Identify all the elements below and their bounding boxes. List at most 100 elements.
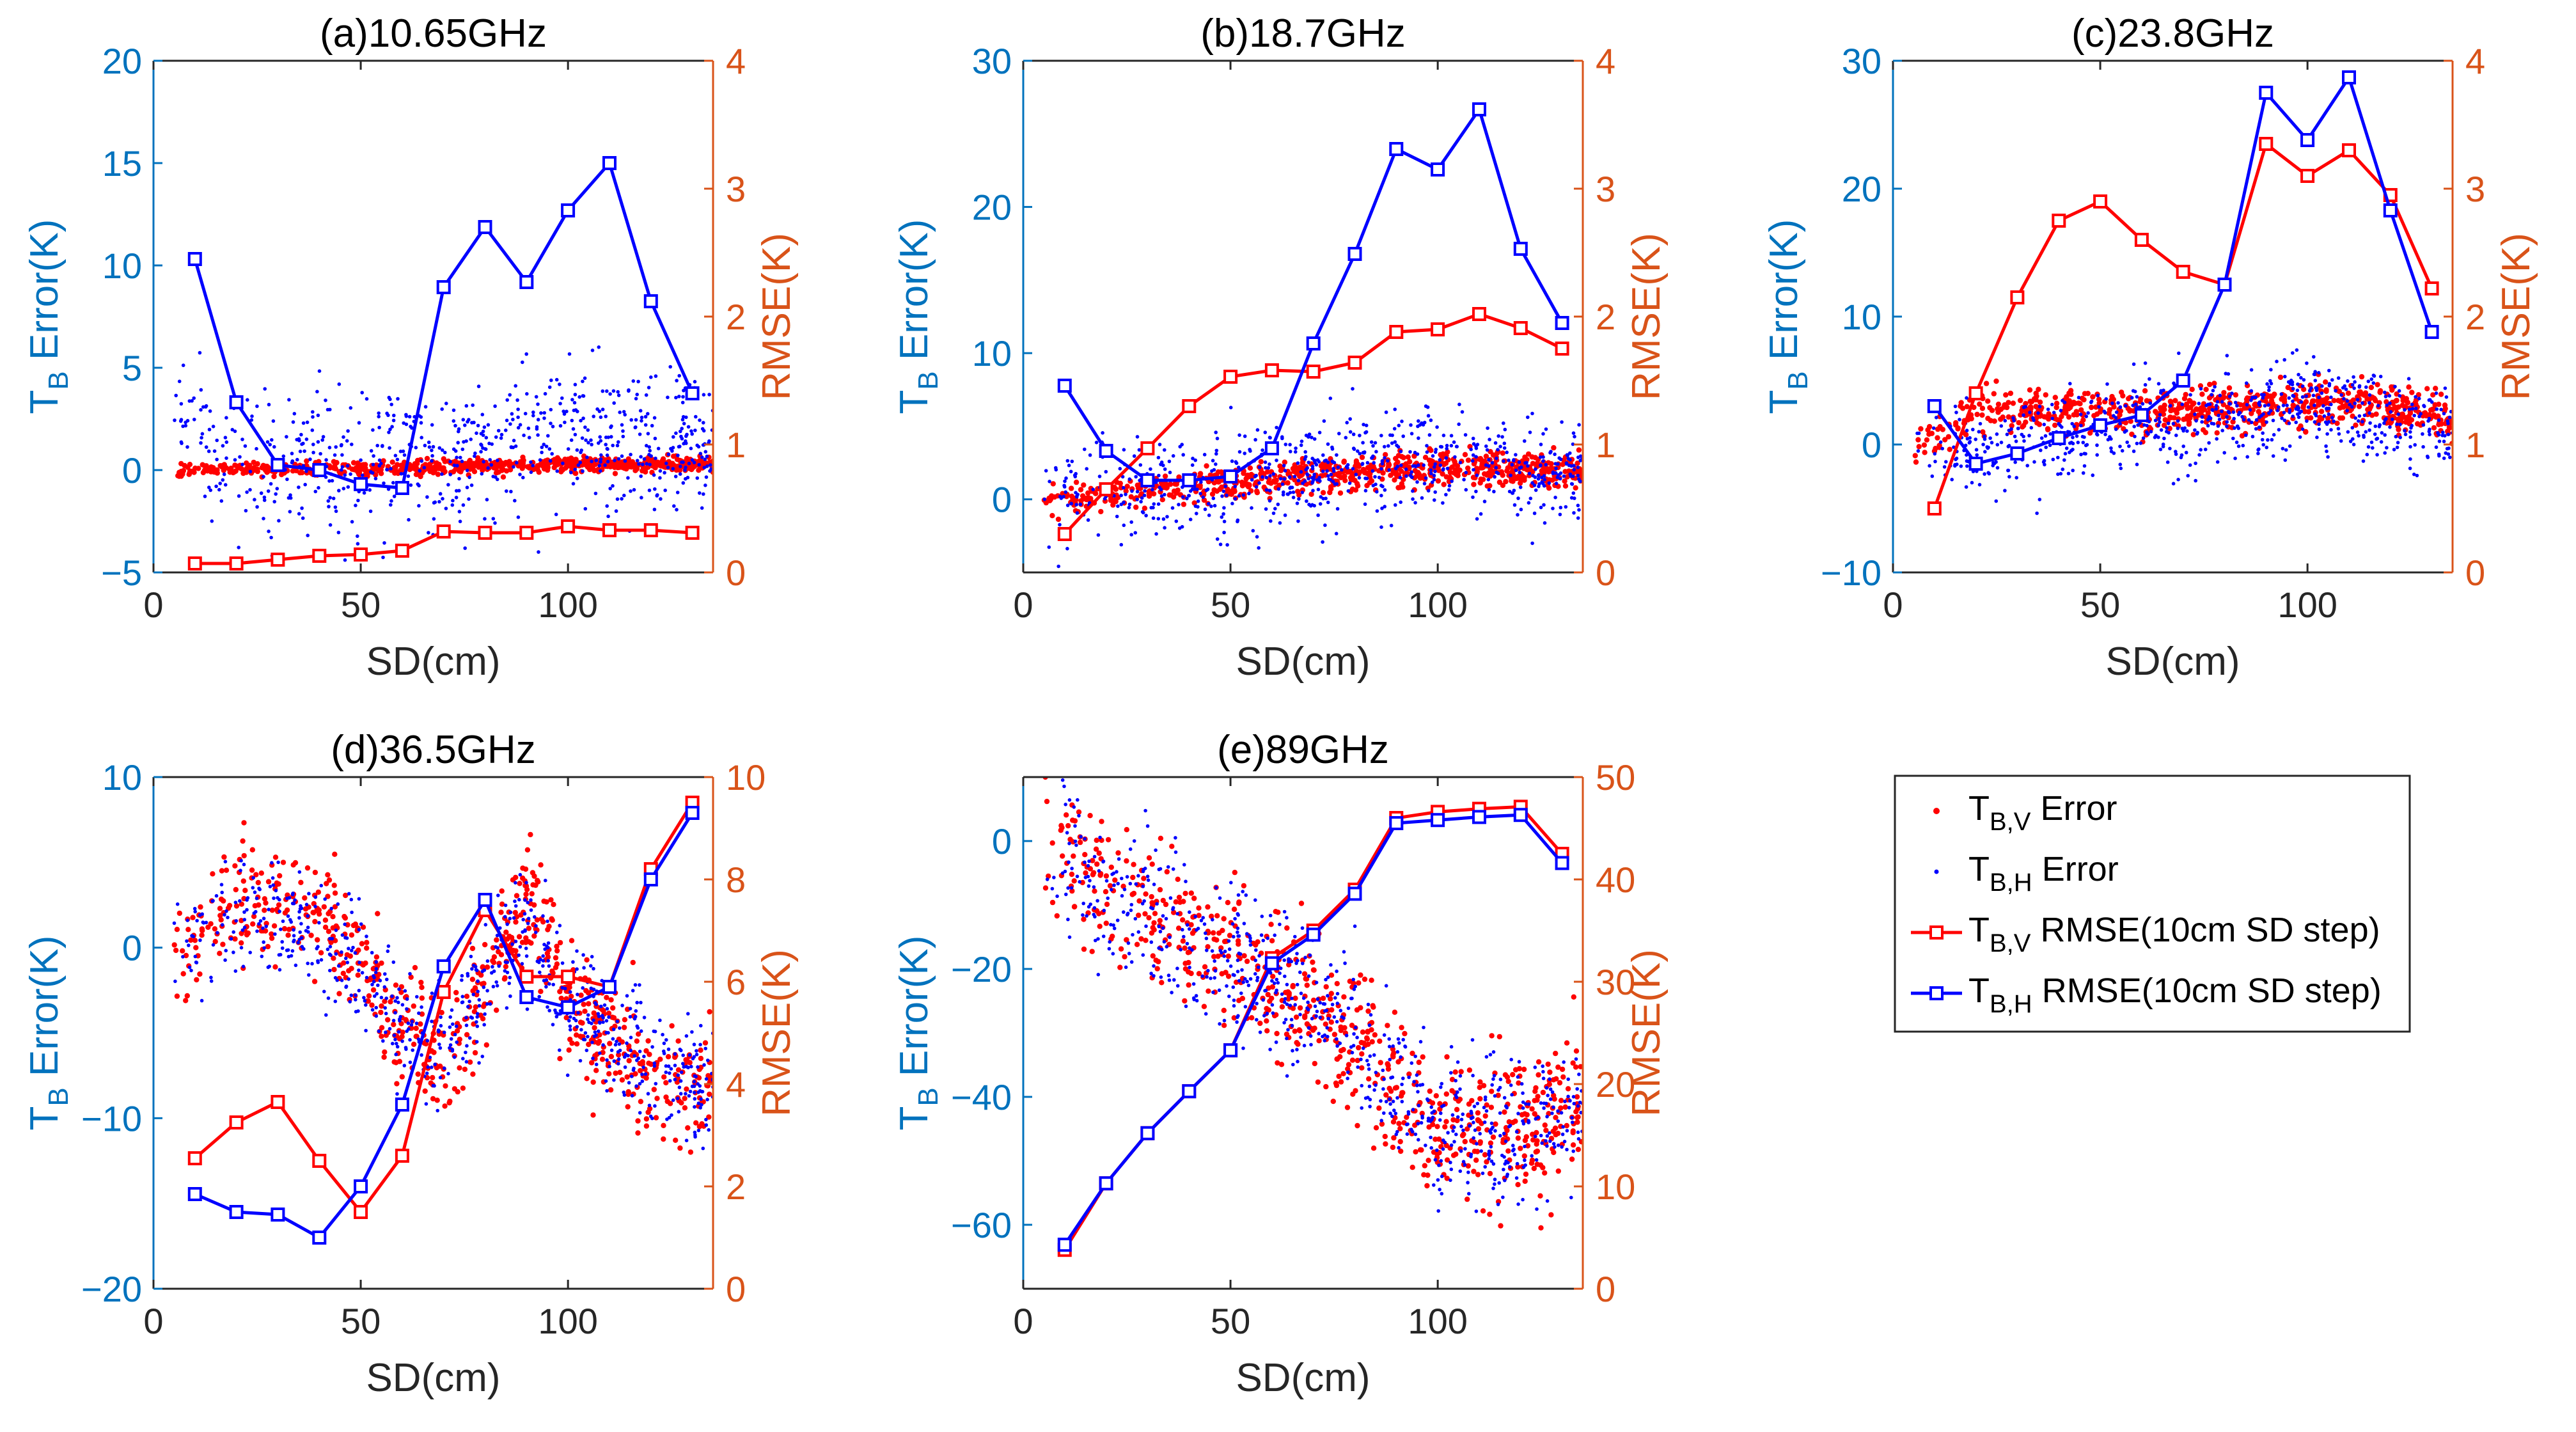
tbv-error-point (1924, 437, 1930, 443)
tbh-error-point (1449, 444, 1454, 448)
tbh-error-point (317, 485, 320, 490)
tbv-error-point (2211, 381, 2217, 386)
tbh-error-point (536, 418, 540, 421)
tbv-error-point (413, 471, 420, 477)
tbh-error-point (476, 384, 481, 388)
tbh-error-point (1397, 423, 1401, 428)
tbh-error-point (321, 435, 326, 439)
tbv-error-point (373, 472, 379, 478)
tbh-error-point (698, 491, 702, 495)
tbh-error-point (2300, 427, 2305, 431)
tbh-rmse-marker (602, 156, 617, 170)
tbh-error-point (2417, 414, 2421, 418)
tbh-error-point (1104, 469, 1108, 474)
tbh-error-point (201, 405, 205, 409)
tbh-error-point (1220, 515, 1224, 519)
tbh-error-point (2259, 393, 2264, 397)
tbh-error-point (2016, 427, 2020, 430)
tbv-error-point (572, 470, 579, 476)
tbh-error-point (452, 408, 456, 413)
tbh-error-point (535, 427, 539, 431)
tbh-error-point (1392, 427, 1397, 431)
tbh-error-point (1348, 417, 1352, 421)
tbh-error-point (240, 437, 244, 441)
tbh-error-point (356, 534, 359, 539)
tbv-error-point (571, 457, 577, 462)
tbh-error-point (488, 458, 492, 462)
tbh-error-point (482, 460, 485, 464)
tbh-error-point (639, 455, 643, 459)
tbh-error-point (1237, 466, 1241, 469)
tbh-error-point (1059, 496, 1064, 500)
tbh-error-point (1518, 466, 1522, 470)
tbh-error-point (573, 393, 577, 397)
tbh-error-point (1494, 466, 1498, 469)
tbh-error-point (1351, 387, 1355, 391)
tbh-error-point (2296, 382, 2300, 386)
tbh-error-point (2345, 399, 2350, 403)
tbh-error-point (2051, 457, 2055, 462)
tbh-error-point (1540, 480, 1544, 484)
tbh-error-point (2035, 511, 2039, 515)
tbh-error-point (1541, 432, 1545, 436)
tbh-error-point (1300, 439, 1304, 443)
tbh-error-point (2444, 395, 2449, 399)
tbh-error-point (1263, 430, 1268, 434)
tbv-error-point (479, 981, 485, 987)
tbh-error-point (1395, 464, 1400, 469)
tbh-error-point (512, 465, 515, 469)
tbv-error-point (315, 889, 322, 895)
tbh-error-point (2056, 472, 2060, 476)
tbv-error-point (2071, 412, 2077, 418)
tbh-error-point (1328, 397, 1333, 400)
tbv-error-point (574, 1041, 580, 1047)
tbv-error-point (1478, 465, 1484, 471)
tbh-error-point (2369, 377, 2374, 381)
tbv-error-point (430, 1096, 436, 1102)
tbh-error-point (2012, 418, 2016, 423)
tbh-error-point (1571, 491, 1576, 495)
tbv-error-point (553, 964, 559, 970)
y2-tick-label: 0 (726, 553, 746, 593)
tbh-error-point (450, 503, 455, 507)
tbh-error-point (407, 517, 411, 522)
tbh-error-point (1395, 443, 1399, 448)
tbh-error-point (2380, 431, 2384, 435)
tbh-error-point (2233, 400, 2238, 405)
tbh-error-point (410, 426, 414, 430)
tbv-rmse-marker (602, 523, 617, 537)
tbh-error-point (1251, 529, 1255, 533)
tbh-error-point (653, 436, 657, 441)
tbh-error-point (2280, 416, 2284, 420)
tbh-error-point (479, 450, 483, 454)
tbh-error-point (1387, 468, 1391, 472)
tbh-error-point (1380, 462, 1385, 466)
tbh-error-point (707, 439, 711, 443)
tbh-error-point (1425, 450, 1429, 454)
tbv-error-point (663, 1094, 669, 1100)
tbh-error-point (679, 429, 682, 434)
tbh-error-point (336, 530, 341, 535)
tbh-error-point (1474, 455, 1478, 459)
y-tick-label: 30 (1842, 41, 1881, 81)
tbh-error-point (612, 401, 616, 405)
tbh-error-point (689, 446, 693, 450)
tbh-error-point (417, 504, 421, 508)
tbh-error-point (493, 521, 497, 525)
tbh-error-point (2364, 430, 2368, 434)
tbv-error-point (652, 1067, 657, 1073)
tbh-error-point (2020, 432, 2024, 437)
tbv-error-point (1411, 453, 1417, 459)
tbh-error-point (1999, 441, 2004, 445)
tbh-error-point (648, 448, 652, 453)
tbh-error-point (1432, 478, 1436, 482)
tbv-error-point (1068, 485, 1074, 491)
tbh-error-point (1091, 487, 1095, 492)
tbv-error-point (585, 458, 591, 464)
tbh-error-point (2325, 406, 2329, 411)
tbh-error-point (1445, 466, 1450, 471)
tbh-error-point (1421, 423, 1425, 427)
tbh-error-point (2103, 411, 2107, 415)
tbh-error-point (1558, 512, 1562, 517)
tbh-error-point (1362, 423, 1365, 427)
